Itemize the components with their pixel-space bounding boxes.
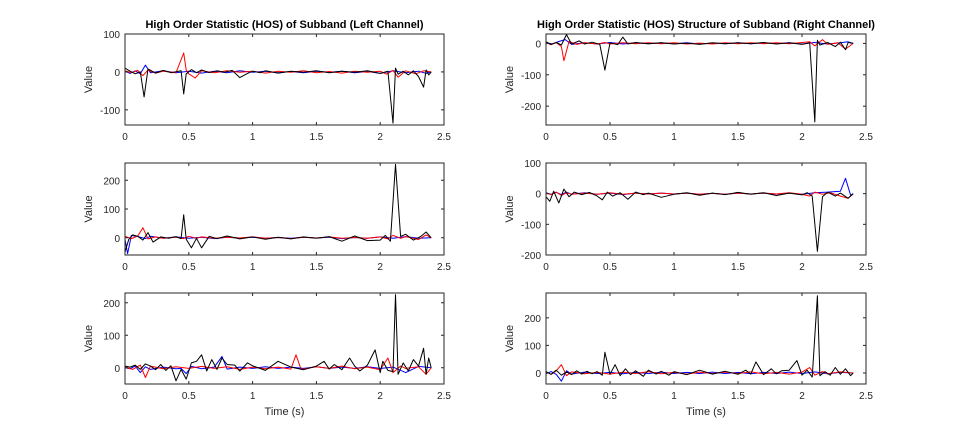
series-line-1: [546, 295, 854, 378]
y-axis-label: Value: [504, 195, 516, 222]
y-tick-label: -200: [521, 102, 541, 113]
series-line-1: [125, 163, 432, 253]
axes-box: [124, 33, 445, 126]
x-axis-label: Time (s): [265, 406, 305, 418]
x-tick-label: 1.5: [309, 132, 323, 143]
y-tick-label: 100: [524, 341, 541, 352]
x-tick-label: 0.5: [182, 391, 196, 402]
x-tick-label: 2.5: [859, 262, 873, 273]
axes-box: [545, 162, 867, 256]
series-line-1: [546, 188, 854, 252]
y-tick-label: 100: [103, 30, 120, 41]
series-line-2: [125, 354, 432, 378]
x-tick-label: 1: [250, 132, 256, 143]
y-tick-label: 0: [114, 234, 120, 245]
y-tick-label: -100: [100, 106, 120, 117]
y-tick-label: -200: [521, 251, 541, 262]
y-tick-label: 0: [535, 39, 541, 50]
y-tick-label: 100: [103, 205, 120, 216]
x-tick-label: 2: [377, 391, 383, 402]
x-tick-label: 1: [671, 391, 677, 402]
x-tick-label: 1: [671, 132, 677, 143]
series-line-2: [546, 39, 854, 62]
x-tick-label: 1: [671, 262, 677, 273]
x-tick-label: 2: [377, 262, 383, 273]
x-tick-label: 0.5: [603, 391, 617, 402]
y-axis-label: Value: [504, 66, 516, 93]
y-tick-label: 200: [103, 176, 120, 187]
x-tick-label: 0: [543, 262, 549, 273]
x-tick-label: 2.5: [437, 262, 451, 273]
x-tick-label: 1.5: [309, 391, 323, 402]
y-tick-label: 100: [524, 159, 541, 170]
axes-box: [545, 33, 867, 126]
series-line-1: [125, 294, 432, 382]
x-tick-label: 1.5: [309, 262, 323, 273]
x-tick-label: 1.5: [731, 391, 745, 402]
x-axis-label: Time (s): [686, 406, 726, 418]
chart-title: High Order Statistic (HOS) Structure of …: [537, 19, 875, 31]
x-tick-label: 2.5: [859, 391, 873, 402]
plot-panel-3: 0 0.5 1 1.5 2 2.5 0 100 200 Value: [83, 162, 451, 273]
x-tick-label: 0.5: [182, 132, 196, 143]
y-tick-label: -100: [521, 220, 541, 231]
y-axis-label: Value: [83, 66, 95, 93]
plot-panel-5: 0 0.5 1 1.5 2 2.5 0 100 200 Value Time (s): [83, 292, 451, 418]
series-line-1: [546, 34, 854, 123]
x-tick-label: 2: [799, 391, 805, 402]
y-axis-label: Value: [83, 195, 95, 222]
x-tick-label: 1: [250, 391, 256, 402]
x-tick-label: 0.5: [603, 262, 617, 273]
x-tick-label: 0: [122, 132, 128, 143]
plot-panel-4: 0 0.5 1 1.5 2 2.5 -200 -100 0 100 Value: [504, 159, 873, 273]
x-tick-label: 0: [543, 391, 549, 402]
y-tick-label: 200: [524, 314, 541, 325]
axes-box: [545, 292, 867, 385]
x-tick-label: 0.5: [182, 262, 196, 273]
y-tick-label: 0: [114, 364, 120, 375]
y-tick-label: 0: [535, 190, 541, 201]
y-axis-label: Value: [504, 325, 516, 352]
x-tick-label: 0.5: [603, 132, 617, 143]
chart-title: High Order Statistic (HOS) of Subband (L…: [145, 19, 423, 31]
y-tick-label: 0: [535, 369, 541, 380]
y-tick-label: 100: [103, 331, 120, 342]
x-tick-label: 0: [122, 262, 128, 273]
plot-panel-2: 0 0.5 1 1.5 2 2.5 -200 -100 0 Value High Order Sta…: [504, 19, 875, 143]
x-tick-label: 2.5: [437, 391, 451, 402]
axes-box: [124, 292, 445, 385]
series-line-1: [125, 67, 432, 124]
x-tick-label: 1.5: [731, 262, 745, 273]
y-tick-label: 0: [114, 68, 120, 79]
plot-panel-1: 0 0.5 1 1.5 2 2.5 -100 0 100 Value High Order Stat…: [83, 19, 451, 143]
x-tick-label: 2: [799, 262, 805, 273]
series-line-2: [546, 364, 854, 377]
x-tick-label: 0: [543, 132, 549, 143]
x-tick-label: 1: [250, 262, 256, 273]
x-tick-label: 0: [122, 391, 128, 402]
x-tick-label: 2: [377, 132, 383, 143]
x-tick-label: 2: [799, 132, 805, 143]
y-axis-label: Value: [83, 325, 95, 352]
x-tick-label: 1.5: [731, 132, 745, 143]
y-tick-label: -100: [521, 71, 541, 82]
x-tick-label: 2.5: [859, 132, 873, 143]
y-tick-label: 200: [103, 299, 120, 310]
plot-panel-6: 0 0.5 1 1.5 2 2.5 0 100 200 Value Time (s): [504, 292, 873, 418]
series-line-2: [125, 227, 432, 240]
x-tick-label: 2.5: [437, 132, 451, 143]
